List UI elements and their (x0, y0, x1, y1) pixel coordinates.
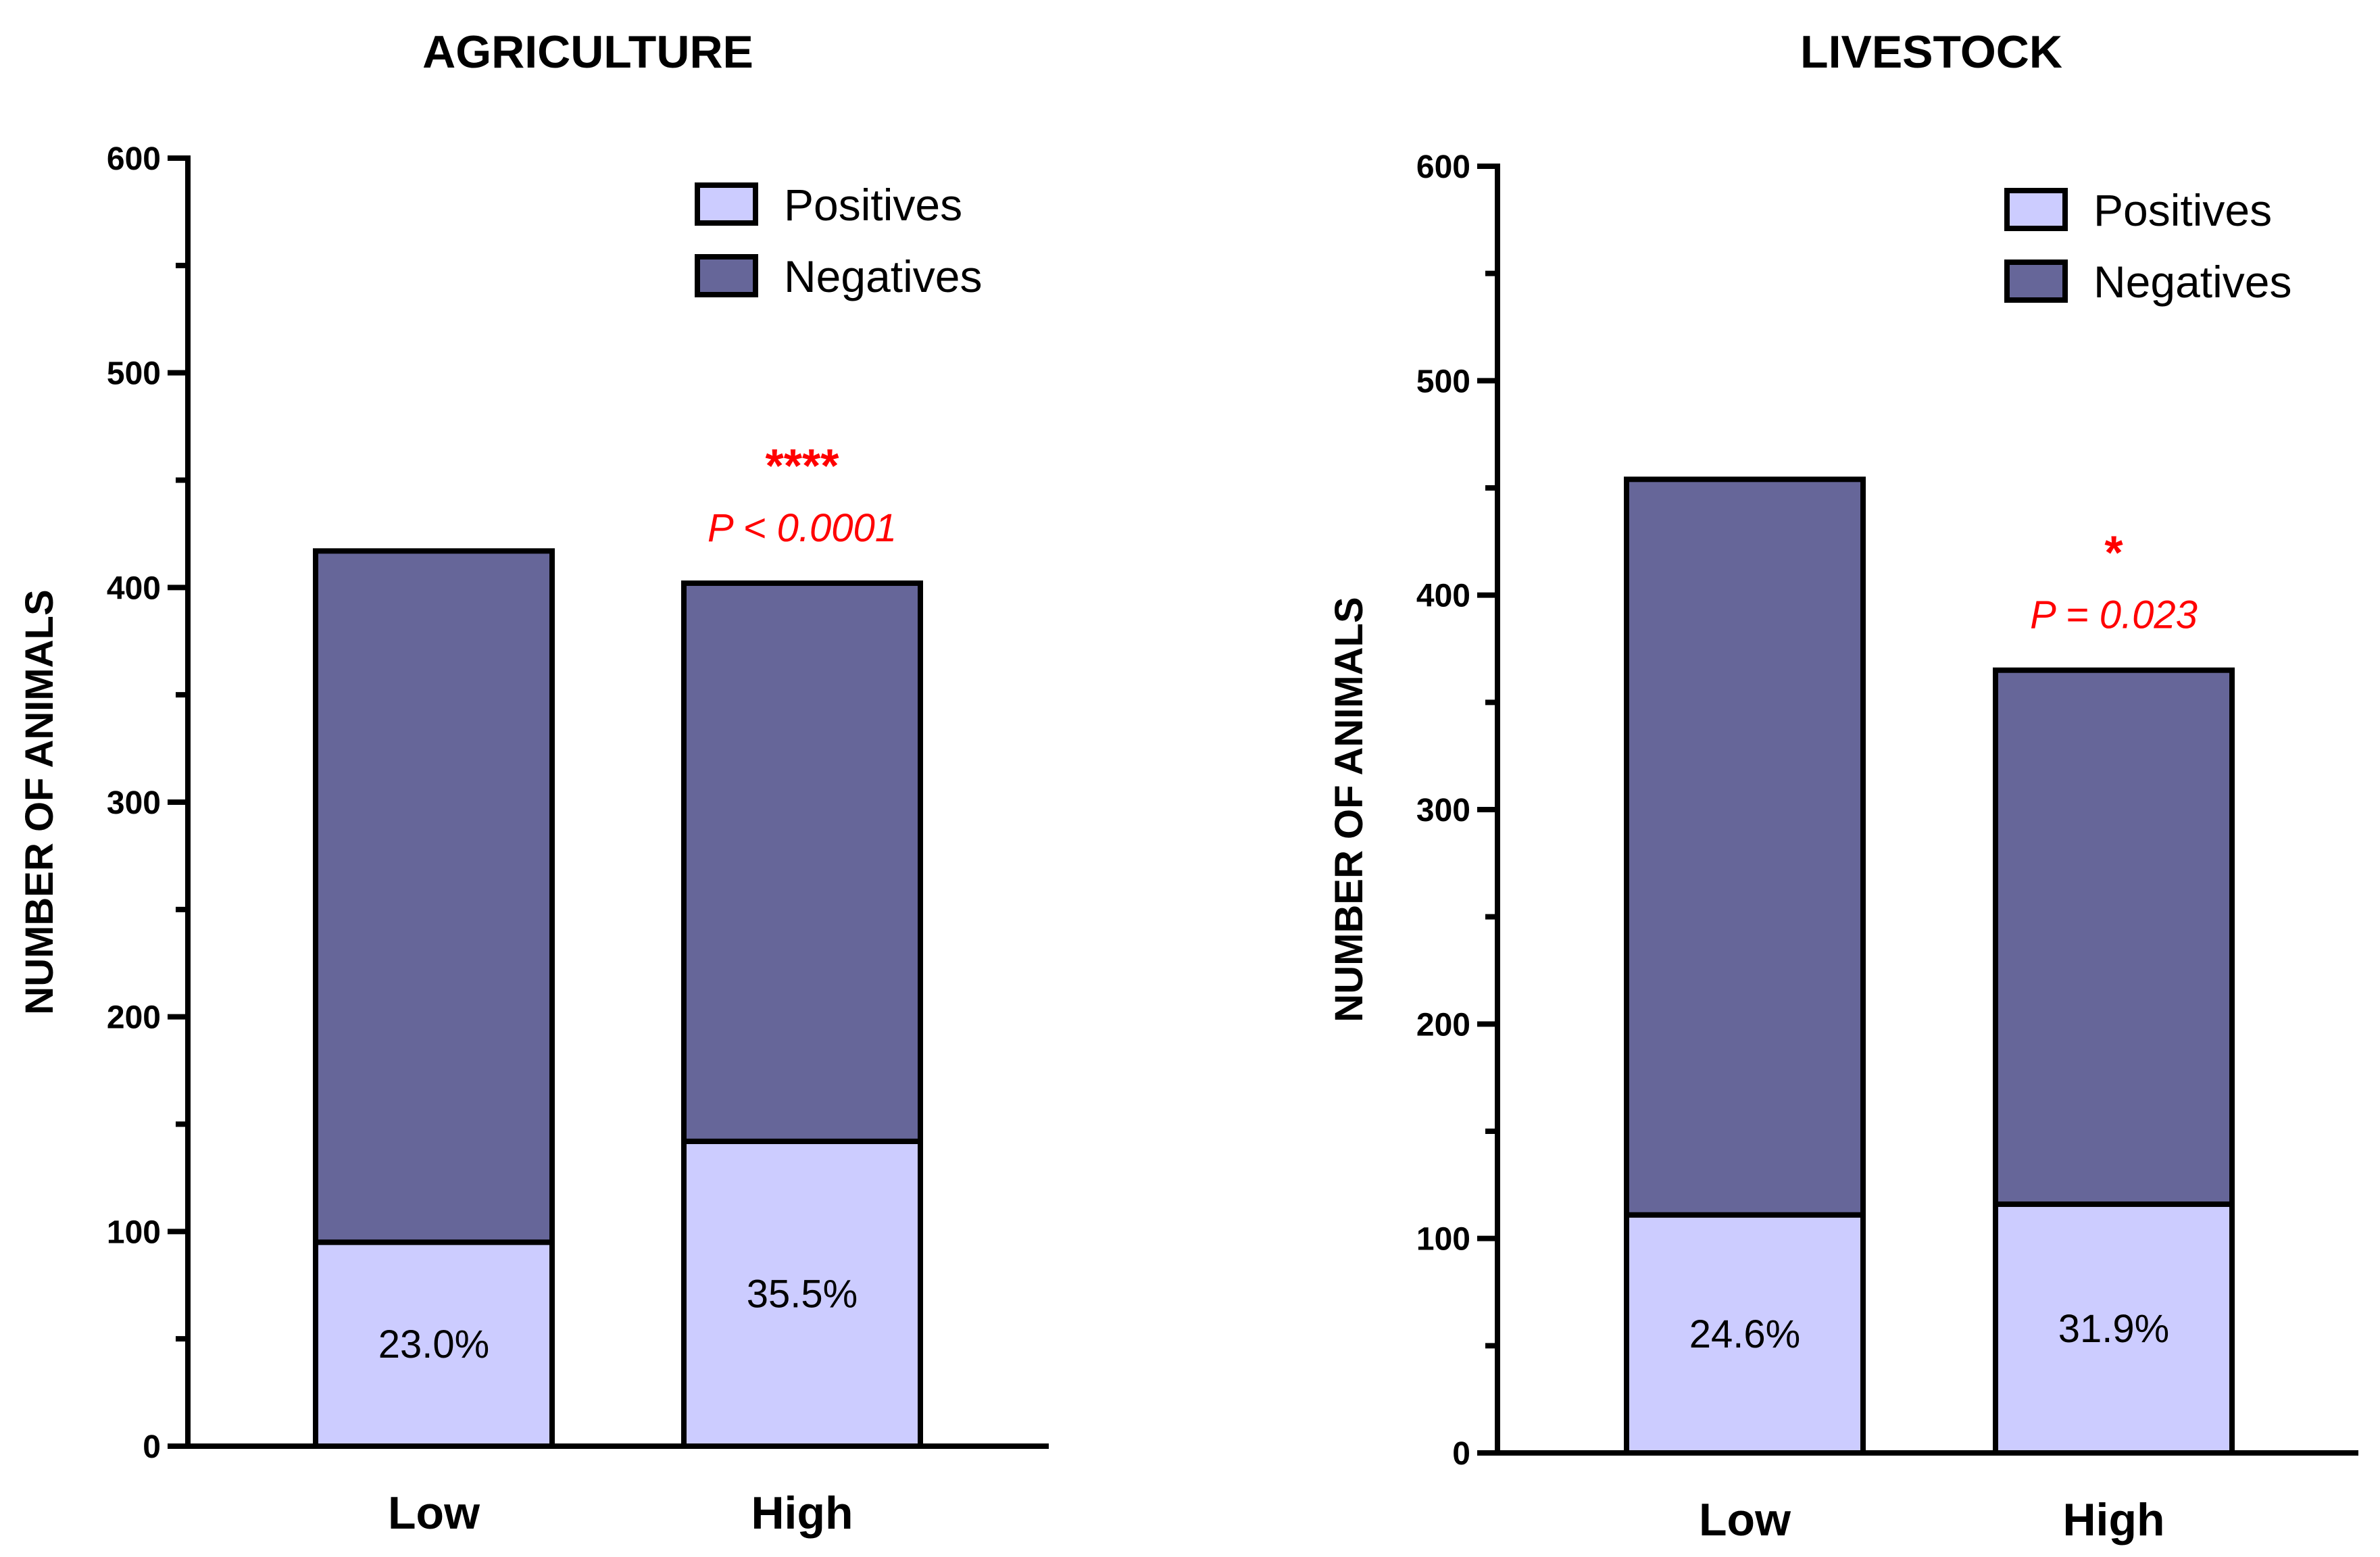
agriculture-y-tick-label: 100 (107, 1214, 161, 1250)
agriculture-y-tick-label: 600 (107, 141, 161, 177)
livestock-x-tick-low: Low (1699, 1494, 1791, 1546)
livestock-percent-label-low: 24.6% (1689, 1312, 1800, 1356)
agriculture-p-value: P < 0.0001 (708, 506, 897, 550)
agriculture-y-tick-label: 200 (107, 1000, 161, 1036)
livestock-y-tick-label: 100 (1416, 1222, 1470, 1258)
agriculture-y-tick-label: 400 (107, 570, 161, 606)
agriculture-bar-high-positives (681, 1138, 923, 1449)
livestock-y-tick-label: 200 (1416, 1007, 1470, 1043)
livestock-bar-low-positives (1624, 1212, 1866, 1456)
agriculture-bar-low-negatives (313, 548, 555, 1245)
livestock-significance-stars: * (2104, 526, 2123, 579)
agriculture-percent-label-low: 23.0% (378, 1323, 489, 1366)
agriculture-legend-label-negatives: Negatives (784, 251, 983, 301)
agriculture-y-axis-label: NUMBER OF ANIMALS (18, 589, 61, 1014)
livestock-p-value: P = 0.023 (2030, 593, 2198, 637)
livestock-y-tick-label: 0 (1452, 1436, 1470, 1472)
livestock-y-tick-label: 400 (1416, 578, 1470, 614)
livestock-bar-high-negatives (1993, 667, 2235, 1207)
agriculture-x-tick-low: Low (388, 1487, 480, 1539)
livestock-legend-label-negatives: Negatives (2093, 257, 2292, 307)
agriculture-legend-label-positives: Positives (784, 180, 962, 230)
agriculture-y-tick-label: 0 (143, 1429, 161, 1465)
livestock-y-tick-label: 600 (1416, 149, 1470, 185)
agriculture-y-tick-label: 300 (107, 785, 161, 821)
agriculture-percent-label-high: 35.5% (747, 1272, 858, 1316)
livestock-y-tick-label: 500 (1416, 364, 1470, 399)
livestock-percent-label-high: 31.9% (2058, 1307, 2169, 1351)
agriculture-legend-swatch-positives (695, 182, 758, 226)
livestock-y-axis-label: NUMBER OF ANIMALS (1327, 597, 1371, 1022)
livestock-bar-low-negatives (1624, 476, 1866, 1218)
agriculture-y-tick-label: 500 (107, 356, 161, 392)
livestock-legend-swatch-positives (2004, 188, 2068, 231)
agriculture-chart-title: AGRICULTURE (422, 26, 753, 78)
livestock-y-tick-label: 300 (1416, 793, 1470, 829)
agriculture-bar-high-negatives (681, 580, 923, 1144)
livestock-chart: LIVESTOCK NUMBER OF ANIMALS 24.6% Low 31.9% H… (1327, 26, 2358, 1546)
agriculture-significance-stars: **** (766, 439, 840, 492)
agriculture-chart: AGRICULTURE NUMBER OF ANIMALS 23.0% Low 35.5… (18, 26, 1049, 1539)
livestock-bar-high-positives (1993, 1201, 2235, 1456)
livestock-chart-title: LIVESTOCK (1800, 26, 2062, 78)
agriculture-bar-low-positives (313, 1239, 555, 1449)
livestock-x-tick-high: High (2062, 1494, 2164, 1546)
agriculture-legend-swatch-negatives (695, 254, 758, 297)
livestock-legend-label-positives: Positives (2093, 185, 2272, 235)
livestock-legend-swatch-negatives (2004, 260, 2068, 303)
agriculture-x-tick-high: High (751, 1487, 853, 1539)
